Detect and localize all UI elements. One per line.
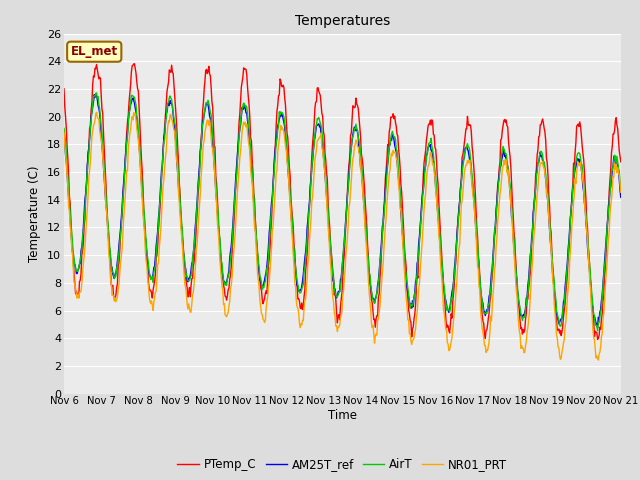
AirT — [617, 188, 625, 194]
PTemp_C — [594, 336, 602, 342]
PTemp_C — [185, 290, 193, 296]
Title: Temperatures: Temperatures — [295, 14, 390, 28]
PTemp_C — [428, 122, 435, 128]
AM25T_ref — [428, 147, 435, 153]
PTemp_C — [617, 159, 625, 165]
PTemp_C — [411, 311, 419, 317]
AirT — [93, 90, 100, 96]
Line: AirT: AirT — [64, 93, 621, 331]
NR01_PRT — [595, 357, 602, 363]
Text: EL_met: EL_met — [70, 45, 118, 58]
NR01_PRT — [93, 109, 100, 115]
AM25T_ref — [60, 131, 68, 137]
PTemp_C — [60, 86, 68, 92]
PTemp_C — [131, 61, 138, 67]
NR01_PRT — [214, 227, 222, 233]
NR01_PRT — [428, 150, 435, 156]
Line: AM25T_ref: AM25T_ref — [64, 95, 621, 328]
AM25T_ref — [128, 96, 136, 102]
AM25T_ref — [617, 194, 625, 200]
Y-axis label: Temperature (C): Temperature (C) — [28, 165, 42, 262]
PTemp_C — [214, 212, 222, 217]
AirT — [185, 278, 193, 284]
NR01_PRT — [617, 190, 625, 195]
AirT — [428, 135, 435, 141]
AM25T_ref — [92, 92, 100, 97]
AirT — [214, 210, 222, 216]
NR01_PRT — [185, 301, 193, 307]
AirT — [128, 93, 136, 98]
AM25T_ref — [594, 325, 602, 331]
NR01_PRT — [128, 114, 136, 120]
Line: PTemp_C: PTemp_C — [64, 64, 621, 339]
X-axis label: Time: Time — [328, 409, 357, 422]
Line: NR01_PRT: NR01_PRT — [64, 112, 621, 360]
AM25T_ref — [70, 260, 78, 266]
AirT — [411, 291, 419, 297]
NR01_PRT — [70, 279, 78, 285]
AM25T_ref — [411, 290, 419, 296]
NR01_PRT — [411, 330, 419, 336]
Legend: PTemp_C, AM25T_ref, AirT, NR01_PRT: PTemp_C, AM25T_ref, AirT, NR01_PRT — [173, 454, 512, 476]
NR01_PRT — [60, 130, 68, 135]
PTemp_C — [70, 272, 78, 277]
PTemp_C — [127, 69, 135, 75]
AM25T_ref — [185, 276, 193, 281]
AM25T_ref — [214, 220, 222, 226]
AirT — [594, 328, 602, 334]
AirT — [60, 125, 68, 131]
AirT — [70, 257, 78, 263]
